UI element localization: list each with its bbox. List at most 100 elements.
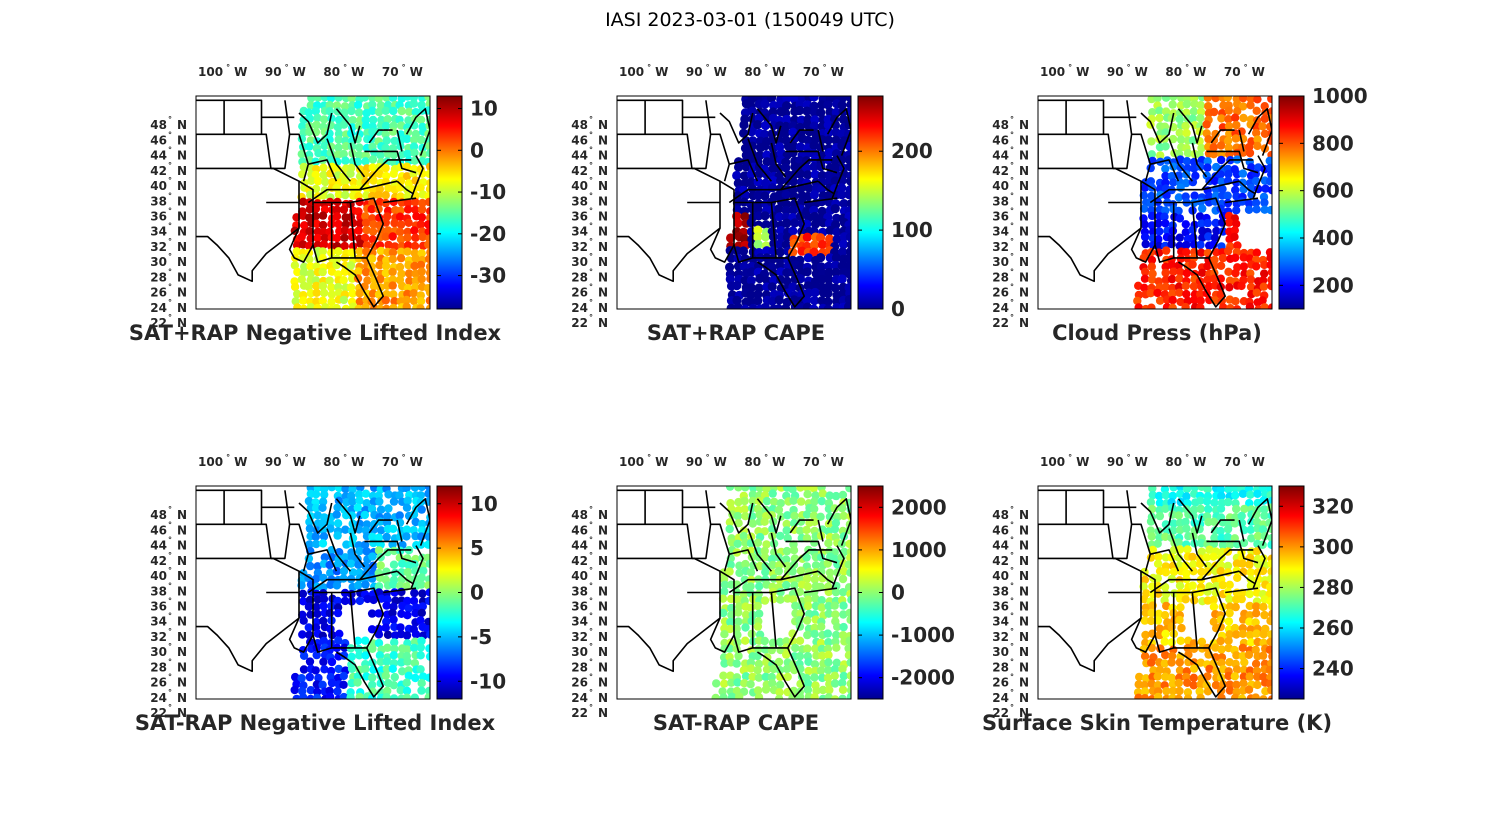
data-point [1232,504,1241,514]
state-boundaries [196,489,430,698]
data-point [844,189,851,200]
data-point [314,149,323,158]
data-point [320,141,329,150]
data-point [760,302,770,309]
colorbar-tick-label: 240 [1312,657,1354,681]
data-point [346,261,356,270]
panel-title: SAT+RAP CAPE [647,321,825,345]
data-point [774,566,783,576]
data-point [334,219,343,229]
data-point [353,581,363,590]
lon-tick-label: 100 [619,455,644,469]
colorbar-tick-label: 1000 [1312,84,1368,108]
degree-mark: ° [647,63,651,72]
state-border [756,647,805,698]
data-point [405,107,414,117]
data-point [410,148,419,157]
data-point [1225,608,1234,618]
data-point [410,588,419,598]
lon-tick-label: 100 [1040,65,1065,79]
data-point [1155,665,1165,674]
state-border [1140,112,1175,144]
data-point [824,650,833,660]
data-point [1160,611,1170,620]
colorbar [857,95,884,310]
data-point [1153,559,1163,568]
data-point [1161,142,1170,151]
lat-unit-label: N [177,554,187,568]
data-point [824,539,833,548]
data-point [802,534,812,543]
data-point [1147,191,1156,201]
data-point [1153,672,1162,681]
degree-mark: ° [168,176,172,185]
data-point [1225,540,1235,549]
lat-tick-label: 28 [992,660,1009,674]
state-border [747,138,773,182]
lat-unit-label: N [1019,179,1029,193]
data-point [1202,553,1211,562]
data-point [1251,618,1260,627]
data-point [382,664,392,674]
data-point [348,289,357,298]
data-point [355,150,364,160]
state-border [1168,528,1194,572]
data-point [1168,134,1178,144]
data-point [1161,650,1170,660]
data-point [1181,302,1190,309]
state-border [804,587,838,594]
data-point [760,232,771,242]
state-border [1177,257,1226,308]
data-point [390,136,399,146]
data-point [333,687,342,696]
data-point [726,671,735,680]
data-point [732,170,742,181]
data-point [1167,651,1177,661]
data-point [811,594,820,603]
lat-unit-label: N [598,179,608,193]
data-point [318,247,327,256]
state-border [1225,587,1259,594]
colorbar-tick-label: 1000 [891,538,947,562]
data-point [311,490,321,499]
data-point [1224,636,1233,645]
lon-tick-label: 80 [1165,65,1182,79]
data-point [424,693,430,699]
data-point [1167,638,1177,647]
data-point [1155,511,1165,521]
colorbar-tick-label: -5 [470,625,492,649]
data-point [732,659,741,668]
data-point [844,155,851,165]
colorbar-tick-label: -1000 [891,623,955,647]
data-point [832,296,842,306]
data-point [1259,282,1269,291]
lat-tick-label: 42 [150,554,167,568]
data-point [1134,303,1143,309]
lat-tick-label: 34 [992,615,1009,629]
data-point [367,609,377,618]
data-point [1197,143,1206,153]
data-point [1253,680,1262,690]
data-point [404,218,413,227]
data-point [725,567,734,576]
data-point [746,658,756,667]
data-point [1258,122,1267,131]
state-border [747,528,773,572]
data-point [802,232,812,242]
colorbar-tick-label: 280 [1312,575,1354,599]
data-point [1237,594,1246,604]
data-point [747,184,758,194]
lat-tick-label: 36 [150,210,167,224]
degree-mark: ° [168,703,172,712]
data-point [1225,283,1234,292]
data-point [325,276,334,285]
data-point [305,205,314,214]
data-point [299,304,308,309]
data-point [1203,275,1212,284]
data-point [389,150,399,159]
data-point [348,497,357,506]
data-point [417,249,426,258]
lat-tick-label: 46 [150,133,167,147]
lon-unit-label: W [714,455,727,469]
data-point [325,692,335,699]
